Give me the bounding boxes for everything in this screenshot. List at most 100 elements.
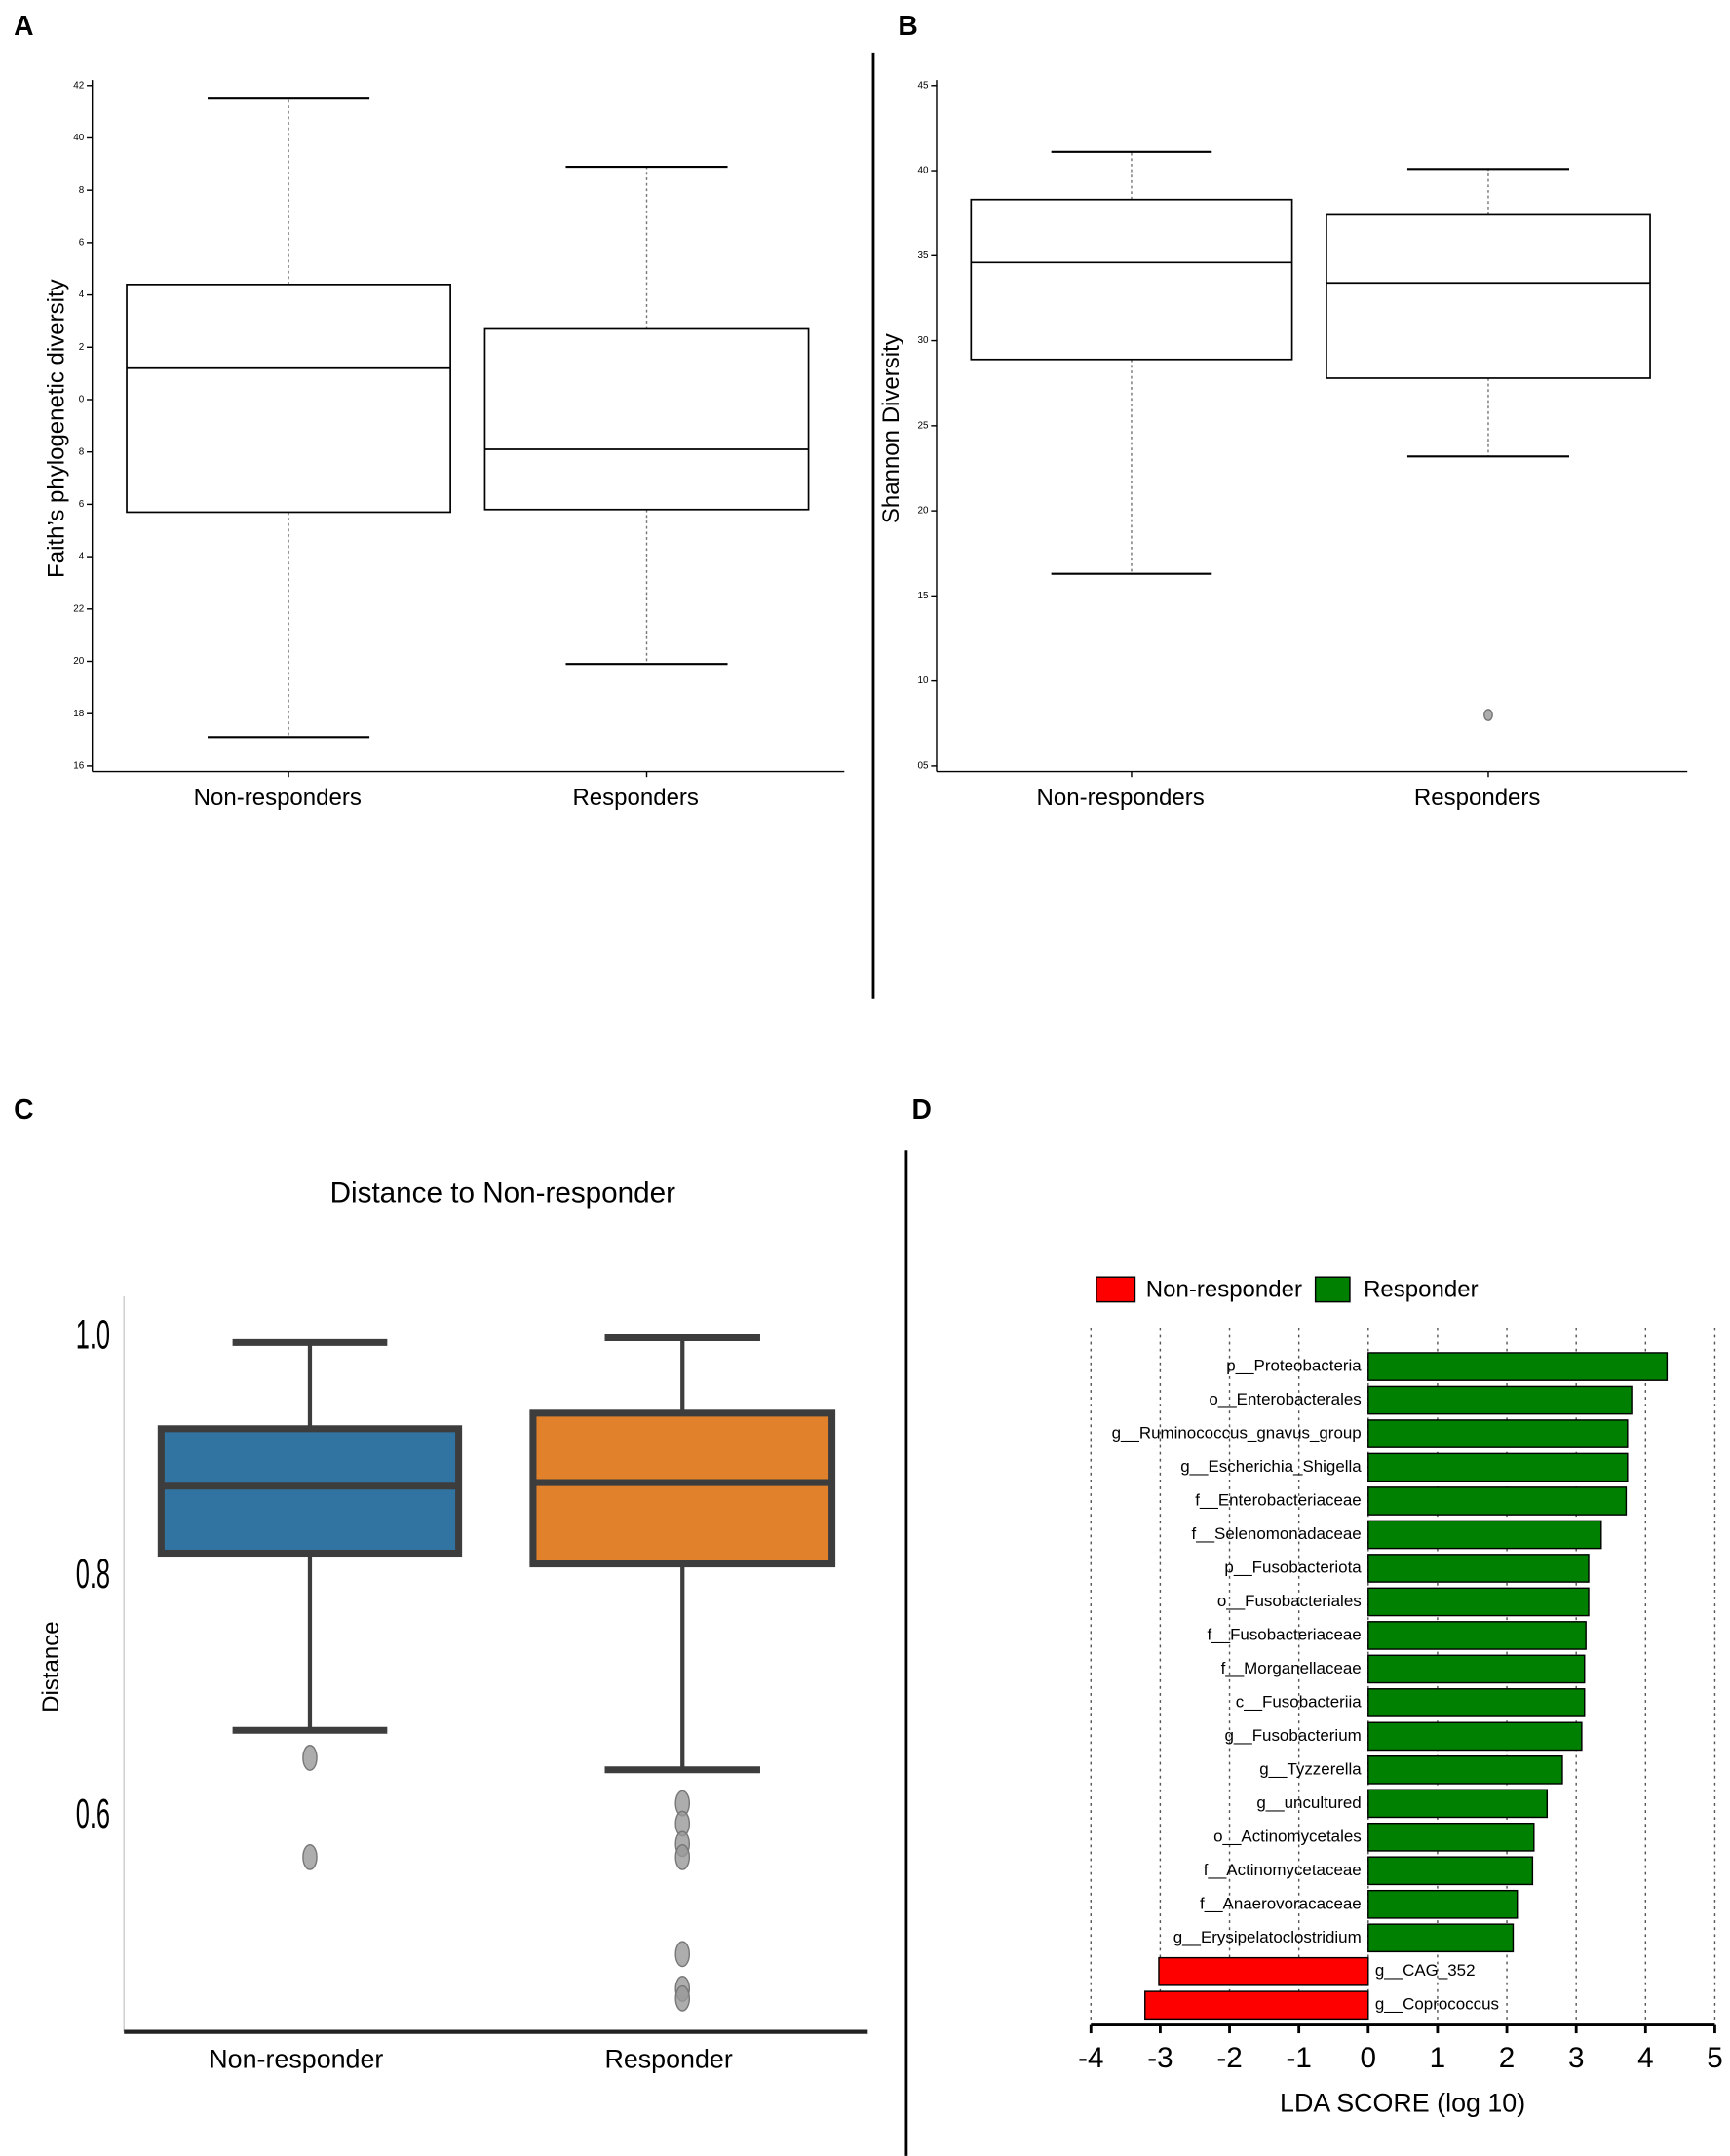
x-tick-label: Non-responder bbox=[209, 2044, 383, 2073]
category-label: f__Fusobacteriaceae bbox=[1208, 1625, 1362, 1643]
y-tick-label: 05 bbox=[918, 761, 929, 772]
outlier bbox=[1483, 709, 1493, 721]
legend-swatch bbox=[1314, 1276, 1351, 1303]
category-label: p__Fusobacteriota bbox=[1224, 1558, 1362, 1576]
bar bbox=[1367, 1352, 1669, 1381]
bar bbox=[1367, 1621, 1587, 1650]
y-tick-label: 30 bbox=[918, 335, 929, 346]
chart-title: Distance to Non-responder bbox=[330, 1176, 676, 1209]
y-tick-label: 6 bbox=[79, 237, 85, 248]
category-label: g__Ruminococcus_gnavus_group bbox=[1112, 1424, 1362, 1443]
category-label: g__Fusobacterium bbox=[1224, 1726, 1361, 1745]
outlier bbox=[302, 1745, 318, 1771]
outlier bbox=[674, 1843, 691, 1870]
bar bbox=[1367, 1856, 1534, 1886]
y-tick-label: 18 bbox=[73, 709, 84, 719]
y-axis-label: Distance bbox=[38, 1621, 64, 1712]
y-tick-label: 0.6 bbox=[76, 1790, 110, 1836]
y-tick-label: 35 bbox=[918, 250, 929, 261]
x-tick-label: Non-responders bbox=[194, 785, 362, 811]
category-label: g__Escherichia_Shigella bbox=[1180, 1457, 1362, 1476]
bar bbox=[1367, 1889, 1519, 1919]
x-tick-label: Non-responders bbox=[1037, 785, 1205, 811]
category-label: f__Actinomycetaceae bbox=[1204, 1861, 1362, 1879]
y-tick-label: 6 bbox=[79, 499, 85, 510]
x-tick-label: -4 bbox=[1078, 2042, 1103, 2074]
bar bbox=[1367, 1789, 1549, 1819]
category-label: o__Actinomycetales bbox=[1213, 1827, 1362, 1845]
y-tick-label: 45 bbox=[918, 80, 929, 91]
category-label: g__CAG_352 bbox=[1375, 1961, 1476, 1980]
x-tick-label: -3 bbox=[1147, 2042, 1173, 2074]
box bbox=[126, 283, 451, 514]
box bbox=[483, 327, 810, 511]
category-label: f__Selenomonadaceae bbox=[1191, 1524, 1361, 1543]
bar bbox=[1367, 1923, 1515, 1953]
y-tick-label: 1.0 bbox=[76, 1312, 110, 1358]
category-label: g__Tyzzerella bbox=[1259, 1759, 1362, 1778]
category-label: c__Fusobacteriia bbox=[1236, 1692, 1363, 1711]
y-tick-label: 4 bbox=[79, 552, 85, 562]
bar bbox=[1367, 1486, 1628, 1516]
y-tick-label: 2 bbox=[79, 342, 85, 353]
category-label: p__Proteobacteria bbox=[1226, 1357, 1362, 1375]
y-tick-label: 0.8 bbox=[76, 1552, 110, 1598]
category-label: f__Anaerovoracaceae bbox=[1200, 1894, 1362, 1912]
x-tick-label: 5 bbox=[1707, 2042, 1723, 2074]
y-axis-label: Faith’s phylogenetic diversity bbox=[44, 279, 70, 578]
y-tick-label: 40 bbox=[918, 166, 929, 176]
x-tick-label: 0 bbox=[1361, 2042, 1377, 2074]
bar bbox=[1367, 1654, 1586, 1684]
bar bbox=[1367, 1688, 1586, 1717]
y-tick-label: 22 bbox=[73, 603, 84, 614]
bar bbox=[1367, 1419, 1629, 1448]
x-tick-label: Responders bbox=[1414, 785, 1541, 811]
bar bbox=[1367, 1385, 1633, 1415]
legend-label: Non-responder bbox=[1146, 1277, 1302, 1303]
bar bbox=[1144, 1990, 1369, 2021]
category-label: g__Coprococcus bbox=[1375, 1995, 1499, 2014]
x-tick-label: Responder bbox=[604, 2044, 732, 2073]
legend-swatch bbox=[1096, 1276, 1136, 1303]
category-label: f__Morganellaceae bbox=[1221, 1659, 1362, 1677]
bar bbox=[1367, 1520, 1602, 1550]
panel-label: B bbox=[898, 10, 917, 41]
outlier bbox=[302, 1843, 318, 1870]
outlier bbox=[674, 1941, 691, 1968]
y-tick-label: 40 bbox=[73, 133, 84, 143]
y-tick-label: 8 bbox=[79, 446, 85, 457]
bar bbox=[1367, 1587, 1590, 1617]
x-tick-label: 3 bbox=[1568, 2042, 1585, 2074]
x-tick-label: -2 bbox=[1216, 2042, 1242, 2074]
bar bbox=[1158, 1956, 1369, 1986]
panel-label: C bbox=[14, 1094, 33, 1125]
category-label: o__Enterobacterales bbox=[1209, 1390, 1361, 1408]
panel-label: A bbox=[14, 10, 33, 41]
category-label: f__Enterobacteriaceae bbox=[1195, 1490, 1361, 1509]
box bbox=[1326, 213, 1651, 379]
bar bbox=[1367, 1554, 1590, 1583]
y-tick-label: 0 bbox=[79, 395, 85, 405]
legend-label: Responder bbox=[1364, 1277, 1479, 1303]
x-axis-label: LDA SCORE (log 10) bbox=[1280, 2089, 1525, 2118]
box bbox=[529, 1409, 836, 1568]
y-axis-label: Shannon Diversity bbox=[878, 333, 904, 523]
category-label: o__Fusobacteriales bbox=[1217, 1592, 1362, 1610]
box bbox=[970, 198, 1293, 361]
x-tick-label: 1 bbox=[1430, 2042, 1446, 2074]
bar bbox=[1367, 1721, 1583, 1752]
y-tick-label: 20 bbox=[918, 506, 929, 517]
bar bbox=[1367, 1452, 1629, 1482]
x-tick-label: 4 bbox=[1637, 2042, 1654, 2074]
y-tick-label: 15 bbox=[918, 591, 929, 601]
y-tick-label: 42 bbox=[73, 80, 84, 91]
y-tick-label: 10 bbox=[918, 675, 929, 686]
box bbox=[157, 1425, 463, 1558]
y-tick-label: 16 bbox=[73, 761, 84, 772]
bar bbox=[1367, 1755, 1563, 1785]
x-tick-label: -1 bbox=[1286, 2042, 1311, 2074]
panel-label: D bbox=[912, 1094, 932, 1125]
bar bbox=[1367, 1822, 1535, 1852]
y-tick-label: 25 bbox=[918, 420, 929, 431]
